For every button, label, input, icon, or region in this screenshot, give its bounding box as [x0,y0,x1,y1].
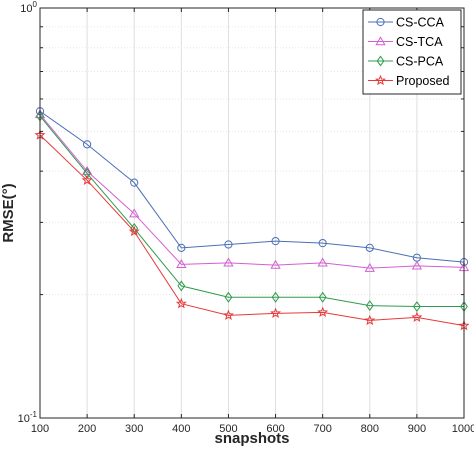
legend-marker [375,36,386,46]
series-cs-pca [36,110,468,313]
data-point-proposed [222,309,234,321]
legend-item-cs-cca: CS-CCA [368,16,445,30]
data-point-proposed [364,314,376,326]
data-point-cs-tca [223,257,234,267]
data-point-cs-pca [177,280,186,292]
legend-item-proposed: Proposed [368,74,450,88]
data-point-cs-cca [271,237,280,246]
legend-item-cs-pca: CS-PCA [368,55,444,69]
data-point-cs-pca [365,300,374,312]
data-point-cs-cca [224,240,233,249]
data-point-cs-cca [365,243,374,252]
legend: CS-CCA CS-TCA CS-PCA Proposed [362,9,462,95]
data-point-proposed [411,311,423,323]
legend-marker [376,55,385,67]
x-tick-label: 500 [219,423,237,435]
data-point-proposed [270,307,282,319]
legend-marker [375,74,386,86]
data-point-cs-tca [317,257,328,267]
x-tick-label: 400 [172,423,190,435]
data-point-cs-tca [364,262,375,272]
data-point-cs-tca [129,208,140,218]
series-cs-cca [35,107,469,267]
x-tick-label: 200 [78,423,96,435]
x-tick-label: 1000 [452,423,474,435]
data-point-cs-pca [83,167,92,179]
data-point-cs-cca [318,239,327,248]
series-line-proposed [39,134,465,327]
legend-item-cs-tca: CS-TCA [368,35,443,49]
legend-label: CS-CCA [396,16,445,30]
data-point-cs-pca [318,291,327,303]
series-line-cs-tca [39,114,465,269]
data-point-cs-cca [177,243,186,252]
data-point-proposed [317,306,329,318]
x-axis-title: snapshots [214,430,289,447]
data-point-cs-cca [130,178,139,187]
data-point-cs-cca [83,140,92,149]
plot-frame [39,7,465,419]
x-tick-label: 100 [31,423,49,435]
x-tick-label: 900 [408,423,426,435]
data-point-cs-pca [271,291,280,303]
x-tick-label: 600 [266,423,284,435]
data-point-cs-pca [224,291,233,303]
data-point-proposed [81,174,93,185]
data-point-proposed [128,225,140,237]
data-point-cs-pca [412,301,421,313]
data-point-cs-tca [176,259,187,269]
x-tick-label: 300 [125,423,143,435]
series-line-cs-pca [39,115,464,308]
data-point-cs-tca [270,259,281,269]
x-tick-label: 700 [313,423,331,435]
series-line-cs-cca [39,110,465,263]
data-point-cs-tca [411,260,423,270]
y-tick-label: 100 [20,0,37,15]
legend-marker [376,17,385,27]
data-point-proposed [175,297,187,309]
legend-label: CS-PCA [396,55,444,69]
y-axis-title: RMSE(°) [0,183,17,242]
legend-label: CS-TCA [396,35,443,49]
x-tick-label: 800 [361,423,379,435]
legend-label: Proposed [396,74,450,88]
